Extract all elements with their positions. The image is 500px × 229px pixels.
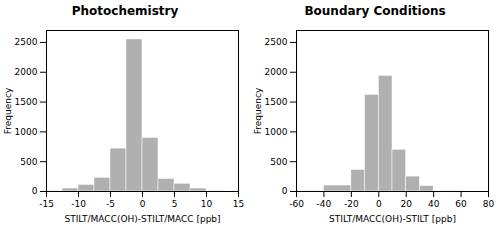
svg-text:-20: -20 bbox=[344, 199, 359, 209]
svg-text:-15: -15 bbox=[39, 199, 54, 209]
svg-text:2500: 2500 bbox=[15, 37, 38, 47]
svg-text:-40: -40 bbox=[317, 199, 332, 209]
svg-text:STILT/MACC(OH)-STILT/MACC [ppb: STILT/MACC(OH)-STILT/MACC [ppb] bbox=[64, 214, 220, 224]
svg-text:Frequency: Frequency bbox=[253, 87, 263, 134]
svg-text:STILT/MACC(OH)-STILT [ppb]: STILT/MACC(OH)-STILT [ppb] bbox=[329, 214, 456, 224]
svg-text:2000: 2000 bbox=[15, 67, 38, 77]
svg-text:0: 0 bbox=[32, 186, 38, 196]
svg-text:1000: 1000 bbox=[15, 127, 38, 137]
svg-text:15: 15 bbox=[233, 199, 244, 209]
svg-text:500: 500 bbox=[270, 157, 287, 167]
svg-text:0: 0 bbox=[282, 186, 288, 196]
svg-text:5: 5 bbox=[172, 199, 178, 209]
svg-text:1000: 1000 bbox=[265, 127, 288, 137]
svg-text:-5: -5 bbox=[106, 199, 115, 209]
svg-text:60: 60 bbox=[455, 199, 467, 209]
svg-text:0: 0 bbox=[140, 199, 146, 209]
svg-text:2000: 2000 bbox=[265, 67, 288, 77]
svg-text:20: 20 bbox=[400, 199, 412, 209]
svg-text:Frequency: Frequency bbox=[3, 87, 13, 134]
svg-text:40: 40 bbox=[428, 199, 440, 209]
svg-text:500: 500 bbox=[20, 157, 37, 167]
svg-text:-60: -60 bbox=[289, 199, 304, 209]
svg-text:2500: 2500 bbox=[265, 37, 288, 47]
svg-text:10: 10 bbox=[201, 199, 213, 209]
svg-text:1500: 1500 bbox=[15, 97, 38, 107]
svg-text:1500: 1500 bbox=[265, 97, 288, 107]
svg-text:-10: -10 bbox=[71, 199, 86, 209]
html-text:Photochemistry: Photochemistry bbox=[71, 4, 179, 18]
html-text:Boundary Conditions: Boundary Conditions bbox=[304, 4, 446, 18]
svg-text:80: 80 bbox=[483, 199, 495, 209]
svg-text:0: 0 bbox=[376, 199, 382, 209]
